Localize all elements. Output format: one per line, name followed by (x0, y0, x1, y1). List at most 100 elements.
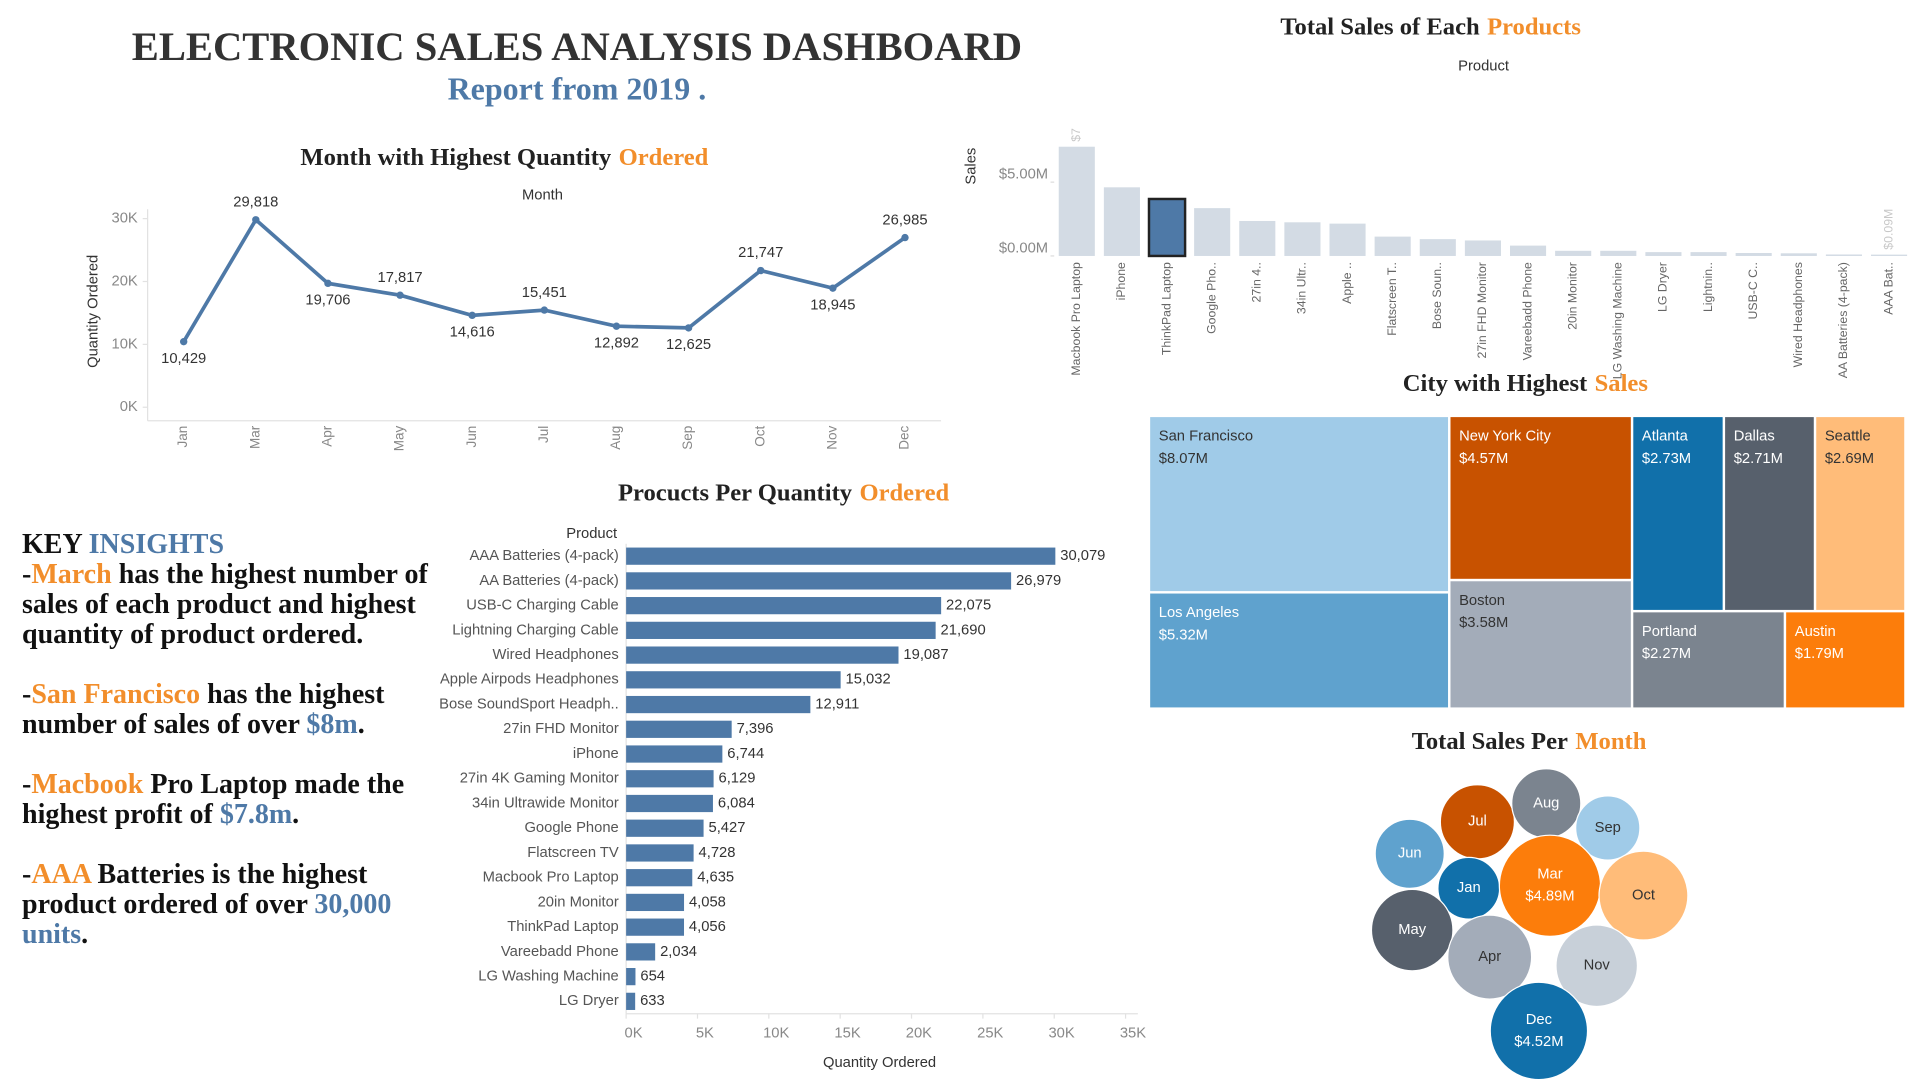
x-tick-label: Dec (897, 425, 912, 449)
point (829, 284, 837, 292)
bubble-value-label: $4.89M (1525, 889, 1574, 905)
insight-text: - (22, 859, 32, 890)
treemap-cell (1816, 417, 1905, 610)
x-tick-label: Oct (752, 425, 767, 446)
y-tick-label: 34in Ultrawide Monitor (472, 795, 619, 811)
x-tick-label: Bose Soun.. (1430, 262, 1444, 329)
bubble (1374, 818, 1445, 889)
bar (1825, 254, 1862, 256)
cell-label: New York City (1459, 429, 1551, 445)
bubble-label: Dec (1526, 1012, 1552, 1028)
insight-text: - (22, 769, 32, 800)
bubble (1498, 834, 1602, 937)
x-tick-label: Google Pho.. (1204, 262, 1218, 334)
point (684, 324, 693, 332)
value-label: 15,451 (522, 285, 567, 301)
y-tick-label: Lightning Charging Cable (452, 622, 618, 638)
insight-text: $7.8m (219, 799, 293, 830)
value-label: 5,427 (708, 820, 745, 836)
x-tick-label: Jun (464, 426, 479, 448)
point (757, 266, 765, 275)
x-tick-label: iPhone (1114, 262, 1128, 300)
x-tick-label: Aug (608, 426, 623, 450)
x-tick-label: Mar (247, 425, 262, 449)
value-label: 4,635 (697, 870, 734, 886)
title-part: Month with Highest Quantity (300, 143, 612, 170)
treemap-cell (1450, 417, 1631, 579)
bubble-label: Jan (1457, 880, 1481, 896)
value-label: 26,985 (882, 212, 927, 228)
value-label: 21,747 (738, 245, 783, 261)
x-tick-label: Jan (175, 426, 190, 448)
y-tick-label: LG Dryer (559, 993, 619, 1009)
treemap-cell (1633, 612, 1784, 708)
bubble-label: Aug (1533, 795, 1559, 811)
line (182, 216, 907, 343)
bar (626, 819, 704, 837)
cell-value-label: $2.71M (1734, 451, 1783, 467)
value-label: 10,429 (161, 351, 206, 367)
bubble-label: Oct (1632, 888, 1655, 904)
value-label: 17,817 (378, 270, 423, 286)
value-label: $7 (1069, 128, 1083, 142)
y-tick-label: Wired Headphones (492, 647, 618, 663)
bar (1329, 223, 1366, 256)
bar (1103, 187, 1140, 256)
insights-title: KEY INSIGHTS (22, 530, 432, 560)
cell-label: Seattle (1825, 429, 1871, 445)
bar (626, 918, 685, 936)
title-part: Products (1487, 13, 1581, 40)
bubble (1489, 981, 1589, 1079)
y-tick-label: 10K (112, 336, 138, 352)
insight-text: San Francisco (31, 679, 201, 710)
x-axis-title: Product (1458, 58, 1509, 74)
cell-value-label: $2.73M (1642, 451, 1691, 467)
bar (626, 745, 723, 763)
bar (1871, 254, 1908, 256)
insight-text: Pro Laptop made the highest profit of (22, 769, 412, 830)
y-tick-label: LG Washing Machine (478, 969, 618, 985)
x-tick-label: Nov (824, 425, 839, 449)
x-tick-label: 5K (696, 1025, 714, 1041)
y-tick-label: 0K (120, 399, 138, 415)
bubble-label: Sep (1595, 820, 1621, 836)
bubble (1447, 914, 1533, 1000)
title-part: Total Sales of Each (1280, 13, 1480, 40)
insight-text: - (22, 679, 32, 710)
bar (1419, 239, 1456, 256)
insight-text: AAA (31, 859, 91, 890)
bar (1058, 146, 1095, 256)
title-part: Ordered (619, 143, 709, 170)
y-tick-label: Google Phone (524, 820, 618, 836)
point (324, 279, 332, 288)
chart-title: Procucts Per Quantity Ordered (618, 479, 949, 506)
y-tick-label: AA Batteries (4-pack) (479, 573, 618, 589)
bubble (1598, 850, 1689, 941)
value-label: 12,625 (666, 337, 711, 353)
cell-label: Atlanta (1642, 429, 1689, 445)
x-tick-label: Jul (536, 426, 551, 443)
insight-paragraph: -AAA Batteries is the highest product or… (22, 860, 432, 950)
insight-text: INSIGHTS (88, 529, 225, 560)
bubble (1575, 795, 1641, 861)
x-tick-label: May (392, 425, 407, 451)
insight-paragraph: -San Francisco has the highest number of… (22, 680, 432, 740)
bar (1735, 253, 1772, 256)
bar (626, 943, 656, 961)
point (540, 306, 549, 314)
x-tick-label: LG Dryer (1656, 262, 1670, 312)
y-tick-label: 20in Monitor (538, 894, 619, 910)
x-tick-label: AA Batteries (4-pack) (1836, 262, 1850, 378)
insight-text: Macbook (31, 769, 144, 800)
bar (626, 572, 1012, 590)
x-tick-label: ThinkPad Laptop (1159, 262, 1173, 355)
insight-text: . (81, 919, 89, 950)
bar (626, 992, 636, 1010)
value-label: 14,616 (450, 324, 495, 340)
value-label: 12,892 (594, 335, 639, 351)
insight-paragraph: -March has the highest number of sales o… (22, 560, 432, 650)
y-axis-title: Product (566, 526, 617, 542)
y-tick-label: iPhone (573, 746, 619, 762)
